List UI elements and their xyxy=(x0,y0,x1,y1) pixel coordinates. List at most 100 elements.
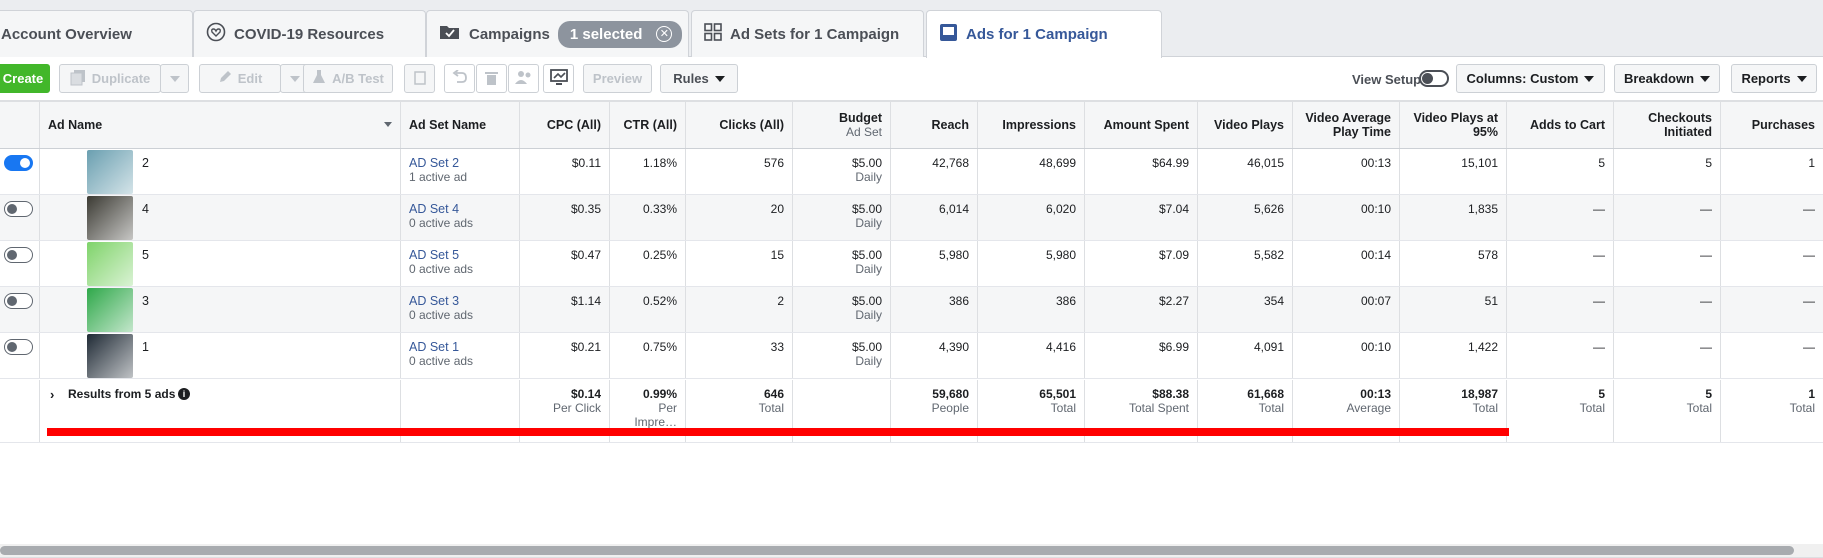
cart-cell: — xyxy=(1507,195,1614,240)
info-icon[interactable]: i xyxy=(178,388,190,400)
p95-cell: 15,101 xyxy=(1400,149,1507,194)
total-value: 61,668 xyxy=(1247,387,1284,401)
clicks-cell: 576 xyxy=(686,149,793,194)
ad-thumbnail[interactable] xyxy=(87,196,133,240)
duplicate-dropdown[interactable] xyxy=(160,64,189,93)
totals-avg: 00:13 Average xyxy=(1293,380,1400,442)
cart-cell: 5 xyxy=(1507,149,1614,194)
selection-pill[interactable]: 1 selected ✕ xyxy=(557,20,683,48)
preview-button[interactable]: Preview xyxy=(583,64,652,93)
ctr-value: 0.25% xyxy=(642,248,677,262)
breakdown-button[interactable]: Breakdown xyxy=(1614,64,1720,93)
ab-test-button[interactable]: A/B Test xyxy=(303,64,393,93)
chart-icon xyxy=(549,69,568,88)
ad-name[interactable]: 3 xyxy=(142,294,149,308)
ad-set-link[interactable]: AD Set 1 xyxy=(409,340,460,354)
ad-set-link[interactable]: AD Set 5 xyxy=(409,248,460,262)
ad-status-toggle[interactable] xyxy=(4,201,33,217)
clipboard-button[interactable] xyxy=(404,64,435,93)
ad-thumbnail[interactable] xyxy=(87,150,133,194)
tab-ads[interactable]: Ads for 1 Campaign xyxy=(926,10,1162,58)
purchases-value: — xyxy=(1803,202,1815,216)
grid-icon xyxy=(704,23,722,45)
totals-adset-cell xyxy=(401,380,520,442)
impressions-cell: 386 xyxy=(978,287,1085,332)
duplicate-button[interactable]: Duplicate xyxy=(59,64,161,93)
purchases-value: — xyxy=(1803,248,1815,262)
preview-label: Preview xyxy=(592,71,643,86)
header-amount-spent[interactable]: Amount Spent xyxy=(1085,102,1198,148)
clipboard-icon xyxy=(413,70,426,88)
toggle-cell xyxy=(0,149,40,194)
checkouts-cell: — xyxy=(1614,333,1721,378)
ad-name[interactable]: 4 xyxy=(142,202,149,216)
tab-campaigns[interactable]: Campaigns 1 selected ✕ xyxy=(426,10,689,57)
rules-button[interactable]: Rules xyxy=(660,64,738,93)
header-purchases[interactable]: Purchases xyxy=(1721,102,1823,148)
audience-button[interactable] xyxy=(508,64,539,93)
sort-icon[interactable] xyxy=(384,122,392,127)
header-impressions[interactable]: Impressions xyxy=(978,102,1085,148)
ad-thumbnail[interactable] xyxy=(87,242,133,286)
tab-covid-resources[interactable]: COVID-19 Resources xyxy=(193,10,426,57)
header-video-plays[interactable]: Video Plays xyxy=(1198,102,1293,148)
chevron-right-icon[interactable]: › xyxy=(50,387,55,402)
clear-selection-icon[interactable]: ✕ xyxy=(656,26,673,42)
table-row[interactable]: 2 AD Set 2 1 active ad $0.11 1.18% 576 $… xyxy=(0,149,1823,195)
header-ctr[interactable]: CTR (All) xyxy=(610,102,686,148)
cart-cell: — xyxy=(1507,241,1614,286)
tab-ad-sets[interactable]: Ad Sets for 1 Campaign xyxy=(691,10,924,57)
rules-label: Rules xyxy=(673,71,709,86)
toggle-cell xyxy=(0,195,40,240)
avg-cell: 00:10 xyxy=(1293,195,1400,240)
flask-icon xyxy=(312,69,326,88)
ad-set-link[interactable]: AD Set 2 xyxy=(409,156,460,170)
tab-account-overview[interactable]: Account Overview xyxy=(0,10,193,57)
view-setup-toggle[interactable] xyxy=(1419,70,1449,87)
ad-status-toggle[interactable] xyxy=(4,293,33,309)
header-adds-to-cart[interactable]: Adds to Cart xyxy=(1507,102,1614,148)
impressions-value: 48,699 xyxy=(1039,156,1076,170)
columns-button[interactable]: Columns: Custom xyxy=(1456,64,1605,93)
totals-label-cell[interactable]: › Results from 5 ads i xyxy=(40,380,401,442)
total-value: 18,987 xyxy=(1461,387,1498,401)
table-row[interactable]: 1 AD Set 1 0 active ads $0.21 0.75% 33 $… xyxy=(0,333,1823,379)
ad-name[interactable]: 1 xyxy=(142,340,149,354)
header-budget[interactable]: Budget Ad Set xyxy=(793,102,891,148)
table-row[interactable]: 4 AD Set 4 0 active ads $0.35 0.33% 20 $… xyxy=(0,195,1823,241)
column-label-2: Play Time xyxy=(1332,125,1391,139)
create-button[interactable]: Create xyxy=(0,64,50,93)
horizontal-scrollbar[interactable] xyxy=(0,546,1794,555)
header-cpc[interactable]: CPC (All) xyxy=(520,102,610,148)
header-ad-set-name[interactable]: Ad Set Name xyxy=(401,102,520,148)
tab-bar: Account Overview COVID-19 Resources Camp… xyxy=(0,0,1823,58)
purchases-value: — xyxy=(1803,294,1815,308)
header-clicks[interactable]: Clicks (All) xyxy=(686,102,793,148)
cpc-cell: $0.47 xyxy=(520,241,610,286)
header-ad-name[interactable]: Ad Name xyxy=(40,102,401,148)
edit-button[interactable]: Edit xyxy=(199,64,281,93)
ad-name[interactable]: 5 xyxy=(142,248,149,262)
chart-button[interactable] xyxy=(543,64,574,93)
budget-cell: $5.00 Daily xyxy=(793,287,891,332)
table-row[interactable]: 5 AD Set 5 0 active ads $0.47 0.25% 15 $… xyxy=(0,241,1823,287)
reports-button[interactable]: Reports xyxy=(1731,64,1817,93)
p95-value: 51 xyxy=(1484,294,1498,308)
header-checkouts[interactable]: Checkouts Initiated xyxy=(1614,102,1721,148)
ad-status-toggle[interactable] xyxy=(4,155,33,171)
ad-status-toggle[interactable] xyxy=(4,339,33,355)
undo-button[interactable] xyxy=(444,64,475,93)
ad-status-toggle[interactable] xyxy=(4,247,33,263)
chevron-down-icon xyxy=(169,75,180,82)
delete-button[interactable] xyxy=(476,64,507,93)
table-row[interactable]: 3 AD Set 3 0 active ads $1.14 0.52% 2 $5… xyxy=(0,287,1823,333)
header-video-avg-play-time[interactable]: Video Average Play Time xyxy=(1293,102,1400,148)
ad-set-link[interactable]: AD Set 4 xyxy=(409,202,460,216)
ad-name[interactable]: 2 xyxy=(142,156,149,170)
ad-set-link[interactable]: AD Set 3 xyxy=(409,294,460,308)
ad-thumbnail[interactable] xyxy=(87,334,133,378)
people-icon xyxy=(514,70,533,87)
header-video-plays-95[interactable]: Video Plays at 95% xyxy=(1400,102,1507,148)
header-reach[interactable]: Reach xyxy=(891,102,978,148)
ad-thumbnail[interactable] xyxy=(87,288,133,332)
